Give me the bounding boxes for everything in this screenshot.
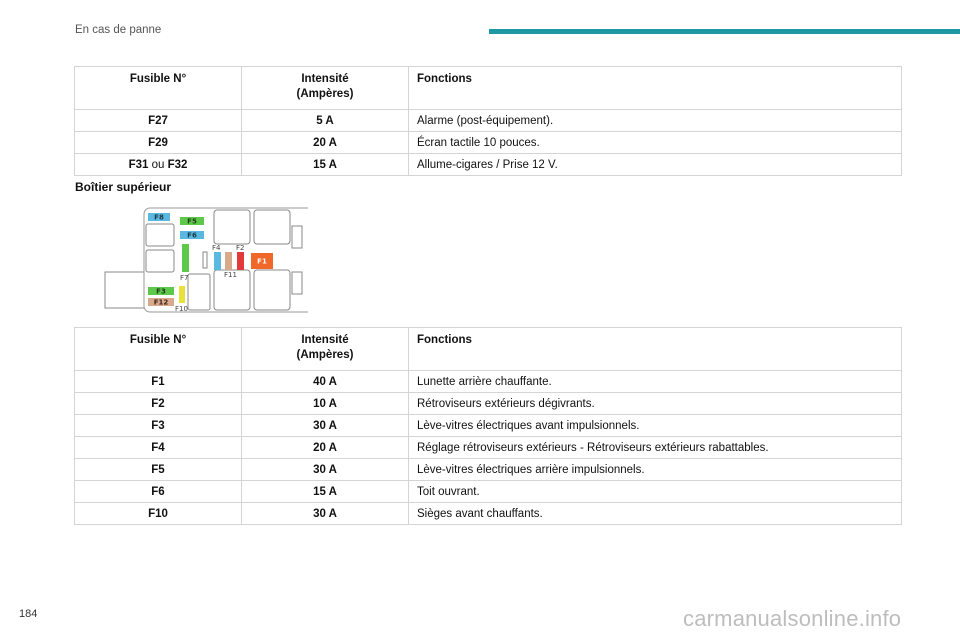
function-cell: Réglage rétroviseurs extérieurs - Rétrov… <box>408 436 902 459</box>
function-cell: Sièges avant chauffants. <box>408 502 902 525</box>
amps-cell: 20 A <box>241 436 409 459</box>
section-title: Boîtier supérieur <box>75 180 172 194</box>
fuse-f6 <box>180 231 204 239</box>
table-row: F27 5 A Alarme (post-équipement). <box>74 109 902 132</box>
fuse-f2 <box>237 252 244 270</box>
table-row: F3 30 A Lève-vitres électriques avant im… <box>74 414 902 437</box>
fuse-cell: F4 <box>74 436 242 459</box>
fuse-cell: F5 <box>74 458 242 481</box>
fuse-f1 <box>251 253 273 269</box>
fuse-slot-small <box>202 251 208 269</box>
amps-cell: 15 A <box>241 480 409 503</box>
table-row: F5 30 A Lève-vitres électriques arrière … <box>74 458 902 481</box>
label-f10: F10 <box>175 305 188 313</box>
label-f3: F3 <box>156 288 166 296</box>
fuse-box-diagram: F8 F5 F6 F1 F3 F12 F7 F4 F2 F11 F10 <box>104 207 308 313</box>
fuse-cell: F2 <box>74 392 242 415</box>
function-cell: Toit ouvrant. <box>408 480 902 503</box>
table-header-row: Fusible N° Intensité (Ampères) Fonctions <box>74 327 902 371</box>
relay-slot-3 <box>187 273 211 311</box>
fuse-cell: F3 <box>74 414 242 437</box>
relay-slot-2 <box>145 249 175 273</box>
fuse-table-1: Fusible N° Intensité (Ampères) Fonctions … <box>74 66 902 176</box>
amps-cell: 15 A <box>241 153 409 176</box>
amps-cell: 20 A <box>241 131 409 154</box>
function-cell: Lève-vitres électriques avant impulsionn… <box>408 414 902 437</box>
fuse-f11 <box>225 252 232 270</box>
fuse-f12 <box>148 298 174 306</box>
col-functions-header: Fonctions <box>408 66 902 110</box>
fuse-f3 <box>148 287 174 295</box>
label-f7: F7 <box>180 274 188 282</box>
header-accent-bar <box>489 29 960 34</box>
function-cell: Lunette arrière chauffante. <box>408 370 902 393</box>
table-row: F4 20 A Réglage rétroviseurs extérieurs … <box>74 436 902 459</box>
fuse-f5 <box>180 217 204 225</box>
right-tab-top <box>291 225 303 249</box>
amps-cell: 30 A <box>241 414 409 437</box>
col-intensity-header: Intensité (Ampères) <box>241 327 409 371</box>
fuse-f7 <box>182 244 189 272</box>
section-header: En cas de panne <box>75 24 162 36</box>
label-f11: F11 <box>224 271 237 279</box>
col-fuse-header: Fusible N° <box>74 327 242 371</box>
fuse-cell: F6 <box>74 480 242 503</box>
function-cell: Écran tactile 10 pouces. <box>408 131 902 154</box>
amps-cell: 30 A <box>241 502 409 525</box>
left-connector-block <box>104 271 146 309</box>
function-cell: Alarme (post-équipement). <box>408 109 902 132</box>
relay-slot-7 <box>253 269 291 311</box>
table-row: F6 15 A Toit ouvrant. <box>74 480 902 503</box>
table-row: F29 20 A Écran tactile 10 pouces. <box>74 131 902 154</box>
function-cell: Lève-vitres électriques arrière impulsio… <box>408 458 902 481</box>
label-f12: F12 <box>154 299 169 307</box>
fuse-cell: F27 <box>74 109 242 132</box>
label-f1: F1 <box>257 258 267 266</box>
relay-slot-4 <box>213 209 251 245</box>
amps-cell: 5 A <box>241 109 409 132</box>
amps-cell: 10 A <box>241 392 409 415</box>
label-f8: F8 <box>154 214 164 222</box>
fuse-cell: F1 <box>74 370 242 393</box>
fuse-cell: F29 <box>74 131 242 154</box>
relay-slot-1 <box>145 223 175 247</box>
label-f4: F4 <box>212 244 221 252</box>
page-number: 184 <box>19 608 38 620</box>
table-row: F2 10 A Rétroviseurs extérieurs dégivran… <box>74 392 902 415</box>
label-f5: F5 <box>187 218 197 226</box>
fuse-f10 <box>179 286 185 303</box>
fuse-f4 <box>214 252 221 270</box>
label-f6: F6 <box>187 232 197 240</box>
fuse-f8 <box>148 213 170 221</box>
table-header-row: Fusible N° Intensité (Ampères) Fonctions <box>74 66 902 110</box>
function-cell: Rétroviseurs extérieurs dégivrants. <box>408 392 902 415</box>
col-fuse-header: Fusible N° <box>74 66 242 110</box>
col-intensity-header: Intensité (Ampères) <box>241 66 409 110</box>
amps-cell: 30 A <box>241 458 409 481</box>
fuse-cell: F31 ou F32 <box>74 153 242 176</box>
fuse-table-2: Fusible N° Intensité (Ampères) Fonctions … <box>74 327 902 525</box>
table-row: F31 ou F32 15 A Allume-cigares / Prise 1… <box>74 153 902 176</box>
right-tab-bottom <box>291 271 303 295</box>
fuse-cell: F10 <box>74 502 242 525</box>
amps-cell: 40 A <box>241 370 409 393</box>
label-f2: F2 <box>236 244 244 252</box>
col-functions-header: Fonctions <box>408 327 902 371</box>
table-row: F10 30 A Sièges avant chauffants. <box>74 502 902 525</box>
watermark: carmanualsonline.info <box>683 606 902 631</box>
relay-slot-5 <box>253 209 291 245</box>
function-cell: Allume-cigares / Prise 12 V. <box>408 153 902 176</box>
table-row: F1 40 A Lunette arrière chauffante. <box>74 370 902 393</box>
